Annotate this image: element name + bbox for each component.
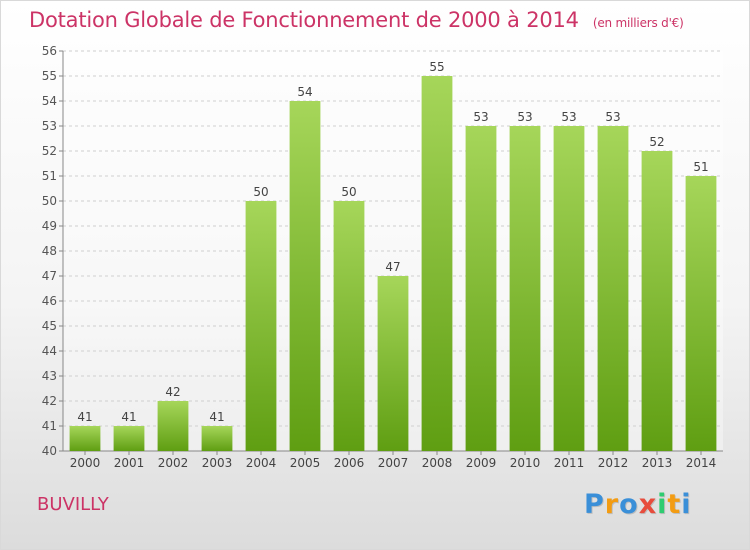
logo-letter: o: [619, 489, 639, 520]
bar-2003: [201, 426, 233, 451]
x-tick-label: 2000: [70, 456, 101, 470]
x-tick-label: 2010: [510, 456, 541, 470]
bar-value-label: 52: [649, 135, 664, 149]
y-tick-label: 53: [42, 119, 57, 133]
logo-letter: x: [638, 489, 658, 520]
bar-2001: [113, 426, 145, 451]
logo-letter: P: [584, 489, 605, 520]
x-tick-label: 2003: [202, 456, 233, 470]
chart-title: Dotation Globale de Fonctionnement de 20…: [29, 8, 684, 32]
y-tick-label: 46: [42, 294, 57, 308]
x-tick-label: 2009: [466, 456, 497, 470]
bar-value-label: 50: [253, 185, 268, 199]
chart-title-text: Dotation Globale de Fonctionnement de 20…: [29, 8, 579, 32]
bar-value-label: 53: [517, 110, 532, 124]
bar-value-label: 41: [77, 410, 92, 424]
y-tick-label: 44: [42, 344, 57, 358]
logo-letter: i: [681, 489, 692, 520]
bar-value-label: 42: [165, 385, 180, 399]
bar-2010: [509, 126, 541, 451]
bar-value-label: 41: [121, 410, 136, 424]
proxiti-logo: Proxiti: [584, 489, 692, 520]
bar-value-label: 51: [693, 160, 708, 174]
bar-value-label: 41: [209, 410, 224, 424]
bar-2002: [157, 401, 189, 451]
x-tick-label: 2002: [158, 456, 189, 470]
x-tick-label: 2014: [686, 456, 717, 470]
y-tick-label: 50: [42, 194, 57, 208]
bar-2006: [333, 201, 365, 451]
bar-2012: [597, 126, 629, 451]
y-tick-label: 54: [42, 94, 57, 108]
y-tick-label: 48: [42, 244, 57, 258]
y-tick-label: 51: [42, 169, 57, 183]
bar-value-label: 53: [473, 110, 488, 124]
bar-2014: [685, 176, 717, 451]
y-tick-label: 41: [42, 419, 57, 433]
y-tick-label: 47: [42, 269, 57, 283]
bar-value-label: 47: [385, 260, 400, 274]
logo-letter: i: [657, 489, 668, 520]
y-tick-label: 55: [42, 69, 57, 83]
bar-value-label: 53: [605, 110, 620, 124]
bar-value-label: 54: [297, 85, 312, 99]
x-tick-label: 2011: [554, 456, 585, 470]
y-tick-label: 45: [42, 319, 57, 333]
y-tick-label: 42: [42, 394, 57, 408]
y-tick-label: 49: [42, 219, 57, 233]
bar-2000: [69, 426, 101, 451]
y-tick-label: 40: [42, 444, 57, 458]
bar-2013: [641, 151, 673, 451]
bar-value-label: 55: [429, 60, 444, 74]
x-tick-label: 2004: [246, 456, 277, 470]
y-tick-label: 56: [42, 44, 57, 58]
bar-value-label: 53: [561, 110, 576, 124]
bar-2009: [465, 126, 497, 451]
chart-unit-note: (en milliers d'€): [592, 16, 684, 30]
x-tick-label: 2006: [334, 456, 365, 470]
x-tick-label: 2012: [598, 456, 629, 470]
logo-letter: r: [604, 489, 620, 520]
bar-2005: [289, 101, 321, 451]
x-tick-label: 2007: [378, 456, 409, 470]
y-tick-label: 43: [42, 369, 57, 383]
bar-2011: [553, 126, 585, 451]
bar-2008: [421, 76, 453, 451]
logo-letter: t: [667, 489, 682, 520]
y-tick-label: 52: [42, 144, 57, 158]
bar-2007: [377, 276, 409, 451]
x-tick-label: 2005: [290, 456, 321, 470]
x-tick-label: 2013: [642, 456, 673, 470]
x-tick-label: 2001: [114, 456, 145, 470]
x-tick-label: 2008: [422, 456, 453, 470]
bar-2004: [245, 201, 277, 451]
commune-name: BUVILLY: [37, 494, 109, 515]
bar-value-label: 50: [341, 185, 356, 199]
